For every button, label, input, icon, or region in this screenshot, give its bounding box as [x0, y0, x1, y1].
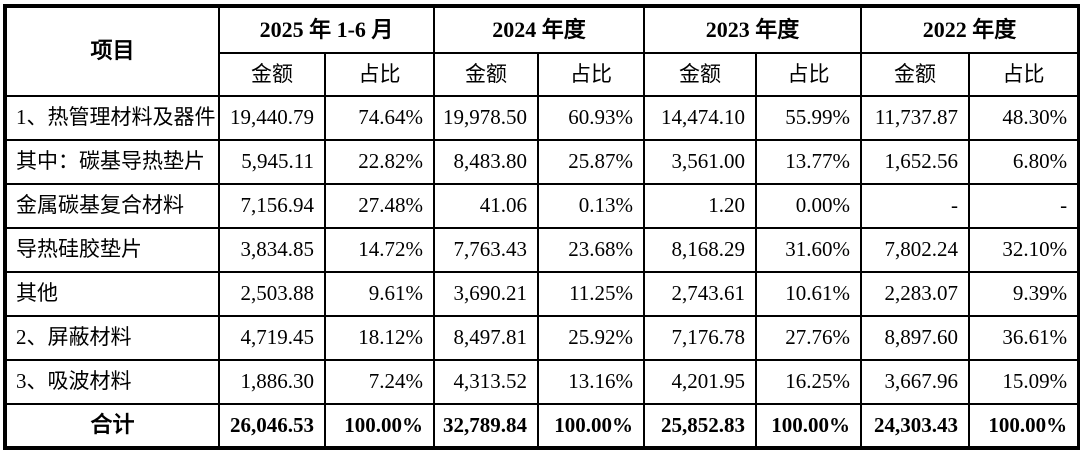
- table-row: 2、屏蔽材料 4,719.45 18.12% 8,497.81 25.92% 7…: [4, 315, 1080, 361]
- total-ratio-cell: 100.00%: [755, 403, 863, 449]
- ratio-cell: 32.10%: [968, 227, 1080, 273]
- amount-cell: 7,176.78: [643, 315, 758, 361]
- amount-cell: 4,719.45: [218, 315, 326, 361]
- period-header-2022: 2022 年度: [860, 5, 1080, 54]
- total-ratio-cell: 100.00%: [537, 403, 646, 449]
- amount-cell: 8,897.60: [860, 315, 971, 361]
- period-header-2025: 2025 年 1-6 月: [217, 5, 436, 54]
- table-row: 其中：碳基导热垫片 5,945.11 22.82% 8,483.80 25.87…: [4, 139, 1080, 185]
- subheader-ratio: 占比: [537, 52, 646, 97]
- ratio-cell: 0.13%: [537, 183, 646, 229]
- table-row: 金属碳基复合材料 7,156.94 27.48% 41.06 0.13% 1.2…: [4, 183, 1080, 229]
- amount-cell: 4,313.52: [433, 359, 540, 405]
- total-ratio-cell: 100.00%: [323, 403, 436, 449]
- ratio-cell: 25.92%: [537, 315, 646, 361]
- amount-cell: 7,763.43: [433, 227, 540, 273]
- ratio-cell: 16.25%: [755, 359, 863, 405]
- ratio-cell: 6.80%: [968, 139, 1080, 185]
- ratio-cell: 0.00%: [755, 183, 863, 229]
- amount-cell: 1,652.56: [860, 139, 971, 185]
- total-amount-cell: 26,046.53: [218, 403, 326, 449]
- ratio-cell: 36.61%: [968, 315, 1080, 361]
- column-header-item: 项目: [4, 5, 220, 97]
- amount-cell: 7,802.24: [860, 227, 971, 273]
- ratio-cell: 27.48%: [323, 183, 436, 229]
- ratio-cell: 60.93%: [537, 95, 646, 141]
- subheader-amount: 金额: [860, 52, 971, 97]
- amount-cell: 8,497.81: [433, 315, 540, 361]
- amount-cell: 8,483.80: [433, 139, 540, 185]
- row-label: 金属碳基复合材料: [4, 183, 220, 229]
- amount-cell: 2,743.61: [643, 271, 758, 317]
- row-label: 3、吸波材料: [4, 359, 220, 405]
- amount-cell: 3,667.96: [860, 359, 971, 405]
- amount-cell: 3,834.85: [218, 227, 326, 273]
- amount-cell: -: [860, 183, 971, 229]
- ratio-cell: 18.12%: [323, 315, 436, 361]
- ratio-cell: 22.82%: [323, 139, 436, 185]
- amount-cell: 11,737.87: [860, 95, 971, 141]
- ratio-cell: 48.30%: [968, 95, 1080, 141]
- total-amount-cell: 32,789.84: [433, 403, 540, 449]
- total-ratio-cell: 100.00%: [968, 403, 1080, 449]
- ratio-cell: 7.24%: [323, 359, 436, 405]
- amount-cell: 1.20: [643, 183, 758, 229]
- amount-cell: 1,886.30: [218, 359, 326, 405]
- row-label: 1、热管理材料及器件: [4, 95, 220, 141]
- ratio-cell: 25.87%: [537, 139, 646, 185]
- amount-cell: 3,690.21: [433, 271, 540, 317]
- period-header-2023: 2023 年度: [643, 5, 863, 54]
- revenue-breakdown-table: 项目 2025 年 1-6 月 2024 年度 2023 年度 2022 年度 …: [3, 4, 1080, 450]
- amount-cell: 4,201.95: [643, 359, 758, 405]
- amount-cell: 41.06: [433, 183, 540, 229]
- row-label: 导热硅胶垫片: [4, 227, 220, 273]
- ratio-cell: 13.16%: [537, 359, 646, 405]
- total-amount-cell: 24,303.43: [860, 403, 971, 449]
- subheader-amount: 金额: [643, 52, 758, 97]
- ratio-cell: 14.72%: [323, 227, 436, 273]
- ratio-cell: 15.09%: [968, 359, 1080, 405]
- ratio-cell: 9.61%: [323, 271, 436, 317]
- table-row: 1、热管理材料及器件 19,440.79 74.64% 19,978.50 60…: [4, 95, 1080, 141]
- amount-cell: 3,561.00: [643, 139, 758, 185]
- subheader-amount: 金额: [433, 52, 540, 97]
- period-header-2024: 2024 年度: [433, 5, 646, 54]
- ratio-cell: 55.99%: [755, 95, 863, 141]
- subheader-ratio: 占比: [755, 52, 863, 97]
- ratio-cell: 11.25%: [537, 271, 646, 317]
- table-row: 导热硅胶垫片 3,834.85 14.72% 7,763.43 23.68% 8…: [4, 227, 1080, 273]
- amount-cell: 19,440.79: [218, 95, 326, 141]
- ratio-cell: 23.68%: [537, 227, 646, 273]
- amount-cell: 5,945.11: [218, 139, 326, 185]
- amount-cell: 8,168.29: [643, 227, 758, 273]
- ratio-cell: 31.60%: [755, 227, 863, 273]
- row-label: 2、屏蔽材料: [4, 315, 220, 361]
- ratio-cell: 74.64%: [323, 95, 436, 141]
- ratio-cell: 9.39%: [968, 271, 1080, 317]
- table-row: 其他 2,503.88 9.61% 3,690.21 11.25% 2,743.…: [4, 271, 1080, 317]
- ratio-cell: 13.77%: [755, 139, 863, 185]
- total-row: 合计 26,046.53 100.00% 32,789.84 100.00% 2…: [4, 403, 1080, 449]
- ratio-cell: 27.76%: [755, 315, 863, 361]
- table-row: 3、吸波材料 1,886.30 7.24% 4,313.52 13.16% 4,…: [4, 359, 1080, 405]
- amount-cell: 2,283.07: [860, 271, 971, 317]
- total-label: 合计: [4, 403, 220, 449]
- ratio-cell: 10.61%: [755, 271, 863, 317]
- row-label: 其中：碳基导热垫片: [4, 139, 220, 185]
- ratio-cell: -: [968, 183, 1080, 229]
- subheader-ratio: 占比: [968, 52, 1080, 97]
- amount-cell: 14,474.10: [643, 95, 758, 141]
- total-amount-cell: 25,852.83: [643, 403, 758, 449]
- amount-cell: 2,503.88: [218, 271, 326, 317]
- subheader-ratio: 占比: [323, 52, 436, 97]
- row-label: 其他: [4, 271, 220, 317]
- amount-cell: 19,978.50: [433, 95, 540, 141]
- amount-cell: 7,156.94: [218, 183, 326, 229]
- subheader-amount: 金额: [218, 52, 326, 97]
